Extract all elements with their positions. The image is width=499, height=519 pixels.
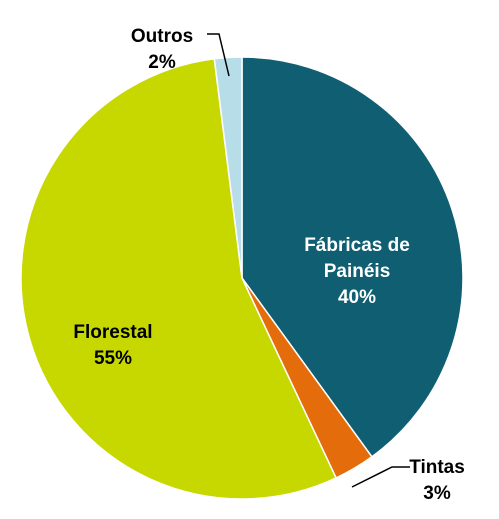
category-name: Tintas <box>409 457 465 478</box>
value-label: 55% <box>93 348 133 369</box>
slice-label: Tintas 3% <box>387 455 487 507</box>
value-label: 3% <box>423 483 451 504</box>
category-name: Outros <box>130 26 194 47</box>
slice-label: Fábricas de Painéis 40% <box>277 233 437 311</box>
slice-label: Outros 2% <box>112 24 212 76</box>
leader-line <box>207 33 230 77</box>
pie-slice <box>213 56 243 279</box>
leader-line <box>351 466 410 488</box>
slice-label: Florestal 55% <box>53 320 173 372</box>
category-name: Florestal <box>73 322 153 343</box>
category-name: Fábricas de Painéis <box>304 235 410 282</box>
pie-slice <box>20 57 338 500</box>
value-label: 40% <box>337 287 377 308</box>
pie-slice <box>241 56 464 458</box>
value-label: 2% <box>148 52 176 73</box>
